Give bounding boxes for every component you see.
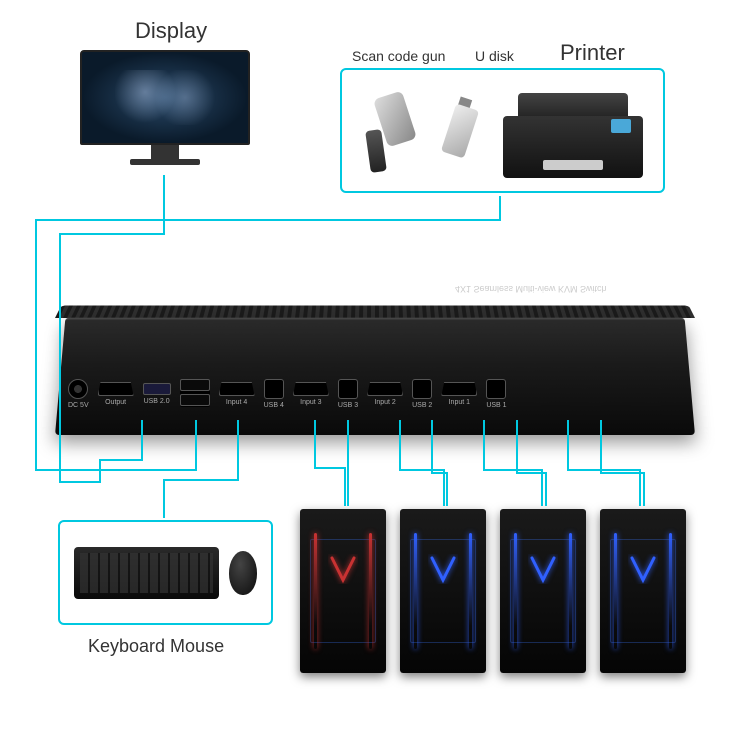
port-usb3: USB 3 — [338, 379, 358, 409]
usb-devices-box — [340, 68, 665, 193]
udisk-label: U disk — [475, 48, 514, 64]
kvm-ports-row: DC 5V Output USB 2.0 Input 4 USB 4 Input 3 USB… — [68, 372, 682, 416]
port-output: Output — [98, 382, 134, 406]
printer-label: Printer — [560, 40, 625, 66]
udisk-icon — [440, 96, 480, 166]
keyboard-mouse-box — [58, 520, 273, 625]
display-monitor — [80, 50, 250, 160]
kvm-product-text: 4X1 Seamless Multi-view KVM Switch — [455, 284, 607, 294]
port-usb1: USB 1 — [486, 379, 506, 409]
pc3-tower: PC3 — [400, 509, 486, 673]
pc4-tower: PC4 — [300, 509, 386, 673]
port-usb20: USB 2.0 — [143, 383, 171, 405]
kvm-brand: TESmart — [280, 278, 377, 304]
port-in2: Input 2 — [367, 382, 403, 406]
display-label: Display — [135, 18, 207, 44]
port-usb2: USB 2 — [412, 379, 432, 409]
kvm-top-grille — [55, 306, 695, 318]
pc2-tower: PC2 — [500, 509, 586, 673]
port-in1: Input 1 — [441, 382, 477, 406]
pc-row: PC4PC3PC2PC1 — [300, 509, 700, 673]
printer-icon — [503, 83, 643, 178]
keyboard-mouse-label: Keyboard Mouse — [88, 636, 224, 657]
port-dc5v: DC 5V — [68, 379, 89, 409]
scanner-label: Scan code gun — [352, 48, 445, 64]
port-usb4: USB 4 — [264, 379, 284, 409]
port-in3: Input 3 — [293, 382, 329, 406]
port-in4: Input 4 — [219, 382, 255, 406]
pc1-tower: PC1 — [600, 509, 686, 673]
mouse-icon — [229, 551, 257, 595]
keyboard-icon — [74, 547, 219, 599]
scanner-icon — [362, 88, 417, 173]
port-kbms — [180, 379, 210, 410]
